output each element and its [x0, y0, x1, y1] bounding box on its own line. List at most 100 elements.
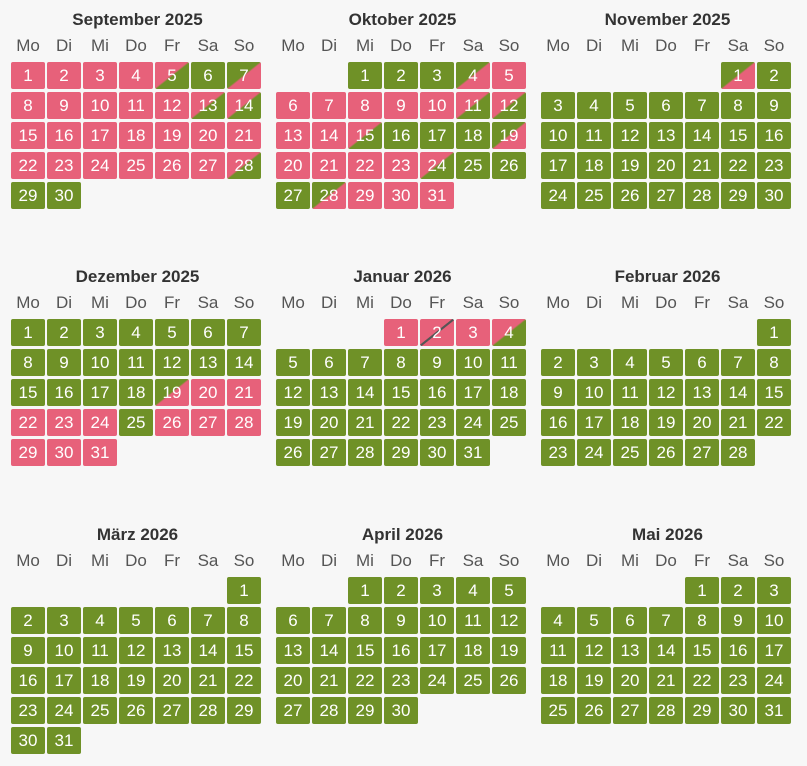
- day-cell-free[interactable]: 23: [721, 667, 755, 694]
- day-cell-free[interactable]: 16: [757, 122, 791, 149]
- day-cell-free[interactable]: 5: [276, 349, 310, 376]
- day-cell-free[interactable]: 24: [541, 182, 575, 209]
- day-cell-occupied[interactable]: 13: [276, 122, 310, 149]
- day-cell-occupied[interactable]: 29: [11, 439, 45, 466]
- day-cell-occupied[interactable]: 1: [384, 319, 418, 346]
- day-cell-departure[interactable]: 5: [155, 62, 189, 89]
- day-cell-arrival[interactable]: 4: [456, 62, 490, 89]
- day-cell-free[interactable]: 16: [47, 379, 81, 406]
- day-cell-free[interactable]: 11: [119, 349, 153, 376]
- day-cell-occupied[interactable]: 24: [83, 152, 117, 179]
- day-cell-occupied[interactable]: 12: [155, 92, 189, 119]
- day-cell-free[interactable]: 19: [276, 409, 310, 436]
- day-cell-free[interactable]: 27: [649, 182, 683, 209]
- day-cell-free[interactable]: 25: [119, 409, 153, 436]
- day-cell-free[interactable]: 25: [492, 409, 526, 436]
- day-cell-free[interactable]: 27: [276, 697, 310, 724]
- day-cell-free[interactable]: 22: [685, 667, 719, 694]
- day-cell-free[interactable]: 24: [757, 667, 791, 694]
- day-cell-free[interactable]: 19: [649, 409, 683, 436]
- day-cell-free[interactable]: 14: [348, 379, 382, 406]
- day-cell-occupied[interactable]: 30: [384, 182, 418, 209]
- day-cell-free[interactable]: 29: [685, 697, 719, 724]
- day-cell-change[interactable]: 2: [420, 319, 454, 346]
- day-cell-occupied[interactable]: 24: [83, 409, 117, 436]
- day-cell-free[interactable]: 10: [420, 607, 454, 634]
- day-cell-occupied[interactable]: 5: [492, 62, 526, 89]
- day-cell-free[interactable]: 20: [685, 409, 719, 436]
- day-cell-free[interactable]: 1: [348, 62, 382, 89]
- day-cell-occupied[interactable]: 19: [155, 122, 189, 149]
- day-cell-free[interactable]: 30: [757, 182, 791, 209]
- day-cell-free[interactable]: 1: [757, 319, 791, 346]
- day-cell-free[interactable]: 26: [649, 439, 683, 466]
- day-cell-free[interactable]: 19: [119, 667, 153, 694]
- day-cell-free[interactable]: 23: [420, 409, 454, 436]
- day-cell-free[interactable]: 1: [685, 577, 719, 604]
- day-cell-free[interactable]: 21: [685, 152, 719, 179]
- day-cell-occupied[interactable]: 9: [384, 92, 418, 119]
- day-cell-occupied[interactable]: 20: [191, 122, 225, 149]
- day-cell-arrival[interactable]: 19: [492, 122, 526, 149]
- day-cell-free[interactable]: 29: [721, 182, 755, 209]
- day-cell-free[interactable]: 27: [276, 182, 310, 209]
- day-cell-free[interactable]: 27: [685, 439, 719, 466]
- day-cell-occupied[interactable]: 23: [384, 152, 418, 179]
- day-cell-free[interactable]: 13: [155, 637, 189, 664]
- day-cell-occupied[interactable]: 21: [312, 152, 346, 179]
- day-cell-departure[interactable]: 24: [420, 152, 454, 179]
- day-cell-free[interactable]: 6: [685, 349, 719, 376]
- day-cell-free[interactable]: 13: [191, 349, 225, 376]
- day-cell-free[interactable]: 18: [541, 667, 575, 694]
- day-cell-occupied[interactable]: 16: [47, 122, 81, 149]
- day-cell-free[interactable]: 29: [348, 697, 382, 724]
- day-cell-free[interactable]: 22: [227, 667, 261, 694]
- day-cell-free[interactable]: 26: [492, 667, 526, 694]
- day-cell-free[interactable]: 29: [227, 697, 261, 724]
- day-cell-free[interactable]: 15: [11, 379, 45, 406]
- day-cell-free[interactable]: 8: [757, 349, 791, 376]
- day-cell-free[interactable]: 21: [191, 667, 225, 694]
- day-cell-free[interactable]: 15: [348, 637, 382, 664]
- day-cell-occupied[interactable]: 29: [348, 182, 382, 209]
- day-cell-occupied[interactable]: 26: [155, 152, 189, 179]
- day-cell-free[interactable]: 10: [577, 379, 611, 406]
- day-cell-free[interactable]: 15: [757, 379, 791, 406]
- day-cell-free[interactable]: 1: [11, 319, 45, 346]
- day-cell-free[interactable]: 23: [384, 667, 418, 694]
- day-cell-free[interactable]: 17: [456, 379, 490, 406]
- day-cell-occupied[interactable]: 10: [420, 92, 454, 119]
- day-cell-free[interactable]: 10: [47, 637, 81, 664]
- day-cell-free[interactable]: 28: [348, 439, 382, 466]
- day-cell-free[interactable]: 21: [721, 409, 755, 436]
- day-cell-occupied[interactable]: 3: [83, 62, 117, 89]
- day-cell-free[interactable]: 2: [384, 62, 418, 89]
- day-cell-free[interactable]: 4: [119, 319, 153, 346]
- day-cell-free[interactable]: 9: [384, 607, 418, 634]
- day-cell-free[interactable]: 16: [11, 667, 45, 694]
- day-cell-free[interactable]: 4: [577, 92, 611, 119]
- day-cell-free[interactable]: 1: [227, 577, 261, 604]
- day-cell-free[interactable]: 11: [613, 379, 647, 406]
- day-cell-free[interactable]: 17: [757, 637, 791, 664]
- day-cell-free[interactable]: 7: [312, 607, 346, 634]
- day-cell-free[interactable]: 9: [721, 607, 755, 634]
- day-cell-free[interactable]: 10: [757, 607, 791, 634]
- day-cell-occupied[interactable]: 31: [83, 439, 117, 466]
- day-cell-free[interactable]: 14: [721, 379, 755, 406]
- day-cell-occupied[interactable]: 22: [11, 152, 45, 179]
- day-cell-free[interactable]: 20: [649, 152, 683, 179]
- day-cell-free[interactable]: 10: [541, 122, 575, 149]
- day-cell-occupied[interactable]: 30: [47, 439, 81, 466]
- day-cell-free[interactable]: 9: [47, 349, 81, 376]
- day-cell-free[interactable]: 4: [83, 607, 117, 634]
- day-cell-occupied[interactable]: 2: [47, 62, 81, 89]
- day-cell-free[interactable]: 14: [649, 637, 683, 664]
- day-cell-occupied[interactable]: 9: [47, 92, 81, 119]
- day-cell-free[interactable]: 25: [541, 697, 575, 724]
- day-cell-occupied[interactable]: 4: [119, 62, 153, 89]
- day-cell-occupied[interactable]: 20: [191, 379, 225, 406]
- day-cell-free[interactable]: 6: [649, 92, 683, 119]
- day-cell-free[interactable]: 14: [312, 637, 346, 664]
- day-cell-free[interactable]: 20: [155, 667, 189, 694]
